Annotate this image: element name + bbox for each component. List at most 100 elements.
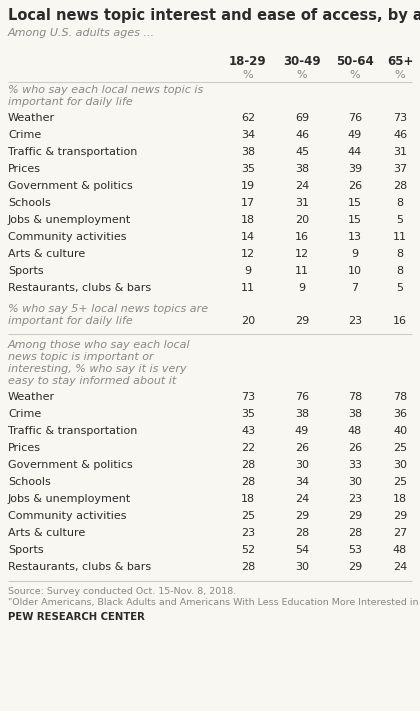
Text: %: % xyxy=(243,70,253,80)
Text: 38: 38 xyxy=(295,409,309,419)
Text: 49: 49 xyxy=(348,130,362,140)
Text: 20: 20 xyxy=(295,215,309,225)
Text: 25: 25 xyxy=(393,443,407,453)
Text: 26: 26 xyxy=(348,181,362,191)
Text: PEW RESEARCH CENTER: PEW RESEARCH CENTER xyxy=(8,612,145,622)
Text: 76: 76 xyxy=(348,113,362,123)
Text: 30-49: 30-49 xyxy=(283,55,321,68)
Text: Among U.S. adults ages ...: Among U.S. adults ages ... xyxy=(8,28,155,38)
Text: 24: 24 xyxy=(295,181,309,191)
Text: 39: 39 xyxy=(348,164,362,174)
Text: 27: 27 xyxy=(393,528,407,538)
Text: 53: 53 xyxy=(348,545,362,555)
Text: 28: 28 xyxy=(348,528,362,538)
Text: 35: 35 xyxy=(241,409,255,419)
Text: 25: 25 xyxy=(393,477,407,487)
Text: Schools: Schools xyxy=(8,477,51,487)
Text: 8: 8 xyxy=(396,266,404,276)
Text: 44: 44 xyxy=(348,147,362,157)
Text: % who say each local news topic is: % who say each local news topic is xyxy=(8,85,203,95)
Text: 38: 38 xyxy=(241,147,255,157)
Text: Traffic & transportation: Traffic & transportation xyxy=(8,426,137,436)
Text: news topic is important or: news topic is important or xyxy=(8,352,154,362)
Text: 18: 18 xyxy=(241,494,255,504)
Text: 31: 31 xyxy=(295,198,309,208)
Text: 43: 43 xyxy=(241,426,255,436)
Text: 28: 28 xyxy=(393,181,407,191)
Text: 14: 14 xyxy=(241,232,255,242)
Text: Schools: Schools xyxy=(8,198,51,208)
Text: 9: 9 xyxy=(244,266,252,276)
Text: 50-64: 50-64 xyxy=(336,55,374,68)
Text: interesting, % who say it is very: interesting, % who say it is very xyxy=(8,364,186,374)
Text: 30: 30 xyxy=(348,477,362,487)
Text: 23: 23 xyxy=(241,528,255,538)
Text: Jobs & unemployment: Jobs & unemployment xyxy=(8,215,131,225)
Text: Restaurants, clubs & bars: Restaurants, clubs & bars xyxy=(8,562,151,572)
Text: 24: 24 xyxy=(295,494,309,504)
Text: 54: 54 xyxy=(295,545,309,555)
Text: 34: 34 xyxy=(295,477,309,487)
Text: 38: 38 xyxy=(295,164,309,174)
Text: 28: 28 xyxy=(241,477,255,487)
Text: Government & politics: Government & politics xyxy=(8,460,133,470)
Text: 5: 5 xyxy=(396,215,404,225)
Text: Weather: Weather xyxy=(8,392,55,402)
Text: 36: 36 xyxy=(393,409,407,419)
Text: 9: 9 xyxy=(352,249,359,259)
Text: 12: 12 xyxy=(295,249,309,259)
Text: 26: 26 xyxy=(295,443,309,453)
Text: Community activities: Community activities xyxy=(8,232,126,242)
Text: 29: 29 xyxy=(348,562,362,572)
Text: "Older Americans, Black Adults and Americans With Less Education More Interested: "Older Americans, Black Adults and Ameri… xyxy=(8,598,420,607)
Text: Sports: Sports xyxy=(8,545,44,555)
Text: easy to stay informed about it: easy to stay informed about it xyxy=(8,376,176,386)
Text: 23: 23 xyxy=(348,316,362,326)
Text: 29: 29 xyxy=(393,511,407,521)
Text: 11: 11 xyxy=(241,283,255,293)
Text: 15: 15 xyxy=(348,198,362,208)
Text: 18: 18 xyxy=(393,494,407,504)
Text: 29: 29 xyxy=(348,511,362,521)
Text: %: % xyxy=(297,70,307,80)
Text: 48: 48 xyxy=(348,426,362,436)
Text: 10: 10 xyxy=(348,266,362,276)
Text: 12: 12 xyxy=(241,249,255,259)
Text: Crime: Crime xyxy=(8,130,41,140)
Text: 78: 78 xyxy=(348,392,362,402)
Text: 46: 46 xyxy=(393,130,407,140)
Text: 29: 29 xyxy=(295,511,309,521)
Text: 37: 37 xyxy=(393,164,407,174)
Text: 73: 73 xyxy=(393,113,407,123)
Text: % who say 5+ local news topics are: % who say 5+ local news topics are xyxy=(8,304,208,314)
Text: Source: Survey conducted Oct. 15-Nov. 8, 2018.: Source: Survey conducted Oct. 15-Nov. 8,… xyxy=(8,587,236,596)
Text: Among those who say each local: Among those who say each local xyxy=(8,340,191,350)
Text: 23: 23 xyxy=(348,494,362,504)
Text: 48: 48 xyxy=(393,545,407,555)
Text: 40: 40 xyxy=(393,426,407,436)
Text: 16: 16 xyxy=(295,232,309,242)
Text: 38: 38 xyxy=(348,409,362,419)
Text: Government & politics: Government & politics xyxy=(8,181,133,191)
Text: 8: 8 xyxy=(396,198,404,208)
Text: 16: 16 xyxy=(393,316,407,326)
Text: 69: 69 xyxy=(295,113,309,123)
Text: %: % xyxy=(350,70,360,80)
Text: Local news topic interest and ease of access, by age: Local news topic interest and ease of ac… xyxy=(8,8,420,23)
Text: 9: 9 xyxy=(299,283,306,293)
Text: important for daily life: important for daily life xyxy=(8,316,133,326)
Text: 28: 28 xyxy=(241,562,255,572)
Text: Sports: Sports xyxy=(8,266,44,276)
Text: 52: 52 xyxy=(241,545,255,555)
Text: important for daily life: important for daily life xyxy=(8,97,133,107)
Text: 17: 17 xyxy=(241,198,255,208)
Text: 15: 15 xyxy=(348,215,362,225)
Text: 11: 11 xyxy=(295,266,309,276)
Text: 8: 8 xyxy=(396,249,404,259)
Text: Restaurants, clubs & bars: Restaurants, clubs & bars xyxy=(8,283,151,293)
Text: 78: 78 xyxy=(393,392,407,402)
Text: 34: 34 xyxy=(241,130,255,140)
Text: 73: 73 xyxy=(241,392,255,402)
Text: Jobs & unemployment: Jobs & unemployment xyxy=(8,494,131,504)
Text: Arts & culture: Arts & culture xyxy=(8,249,85,259)
